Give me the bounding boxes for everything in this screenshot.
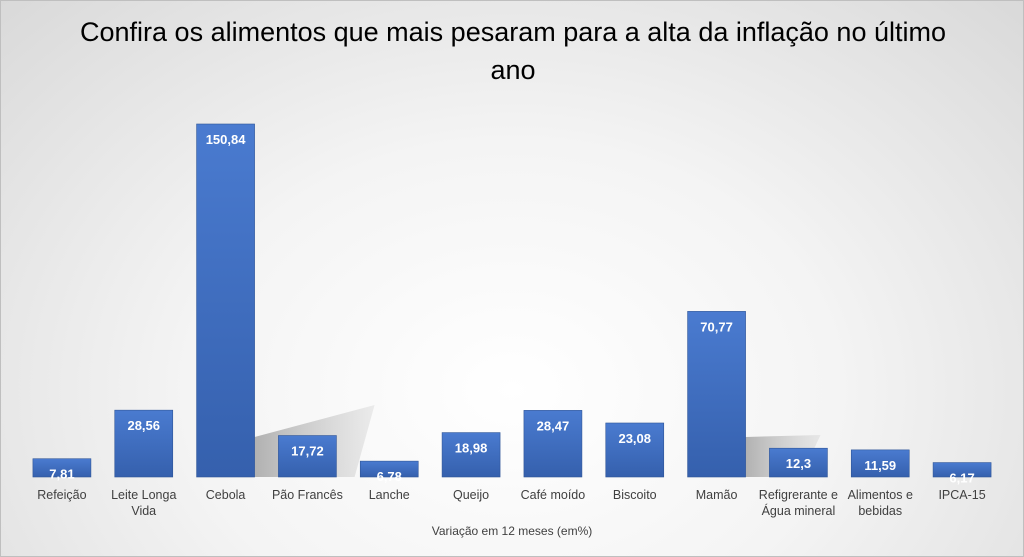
x-tick-label: Cebola	[206, 488, 246, 502]
bar	[32, 458, 92, 478]
bar	[523, 410, 583, 478]
x-tick-label: IPCA-15	[938, 488, 985, 502]
bar-value-label: 7,81	[49, 467, 74, 482]
x-tick-label: Refigrerante e Água mineral	[759, 488, 838, 518]
bar-value-label: 70,77	[700, 319, 733, 334]
bar-value-label: 23,08	[618, 431, 651, 446]
bar-value-label: 6,78	[377, 469, 402, 484]
bar	[769, 447, 828, 478]
x-tick-label: Pão Francês	[272, 488, 343, 502]
x-tick-label: Leite Longa Vida	[111, 488, 176, 518]
bar	[850, 449, 910, 478]
bar-value-label: 28,56	[127, 418, 160, 433]
x-tick-label: Lanche	[369, 488, 410, 502]
x-tick-label: Queijo	[453, 488, 489, 502]
bar	[196, 123, 255, 478]
bar-value-label: 17,72	[291, 444, 324, 459]
bar	[441, 432, 501, 478]
bar	[114, 409, 174, 478]
bar	[359, 460, 419, 478]
x-tick-label: Biscoito	[613, 488, 657, 502]
bar-value-label: 28,47	[537, 418, 570, 433]
x-tick-label: Alimentos e bebidas	[848, 488, 913, 518]
bar	[278, 435, 337, 478]
x-tick-label: Café moído	[521, 488, 586, 502]
bar-value-label: 11,59	[864, 458, 896, 473]
bar-value-label: 6,17	[949, 471, 974, 486]
bar-value-label: 150,84	[206, 132, 247, 147]
x-axis-title: Variação em 12 meses (em%)	[432, 524, 593, 538]
bar	[605, 422, 665, 478]
bar-value-label: 18,98	[455, 441, 488, 456]
x-tick-label: Mamão	[696, 488, 738, 502]
bar	[687, 311, 746, 478]
x-tick-label: Refeição	[37, 488, 86, 502]
bar	[932, 462, 992, 478]
chart-title: Confira os alimentos que mais pesaram pa…	[80, 17, 946, 85]
bar-value-label: 12,3	[786, 456, 811, 471]
